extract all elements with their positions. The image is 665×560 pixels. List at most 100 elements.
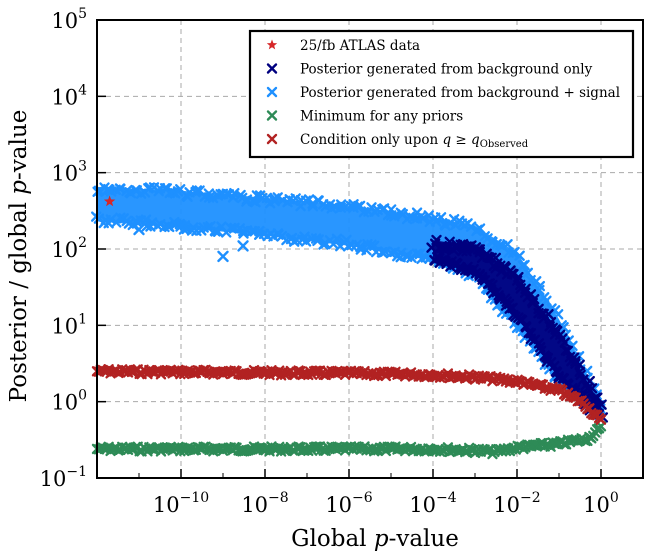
data-layer [90,182,609,460]
marker-background-only [559,337,570,348]
x-axis-label-text-1: Global [291,526,374,552]
y-tick-label: 102 [51,235,87,262]
y-tick-label: 103 [51,159,87,186]
marker-condition-q-observed [595,414,607,425]
y-tick-exponent: 4 [78,82,87,98]
legend-marker-x [266,110,278,121]
marker-background-only [513,271,524,283]
tick-labels: 10−10 10−8 10−6 10−4 10−2 10010−1100101102103… [40,6,619,517]
x-tick-exponent: 0 [610,490,619,506]
x-tick-base: 10 [241,493,268,517]
y-tick-label: 101 [51,311,87,338]
marker-background-plus-signal [354,200,366,212]
marker-background-only [529,293,540,305]
marker-background-only [586,383,598,394]
y-axis-label-text-2: -value [6,110,32,180]
marker-background-plus-signal [261,192,273,204]
x-tick-label: 10−6 [325,490,372,517]
x-axis-label-p: p [374,526,389,552]
legend-entry-part: q [471,132,480,148]
marker-background-plus-signal [191,185,203,196]
y-tick-exponent: 2 [78,235,87,251]
marker-background-plus-signal [202,222,214,233]
marker-background-plus-signal [514,250,525,261]
marker-background-only [516,314,528,326]
marker-background-plus-signal [207,192,219,204]
legend-entry-part: Observed [480,139,529,150]
y-tick-label: 104 [51,82,87,109]
marker-background-only [508,268,519,280]
marker-background-plus-signal [474,223,486,234]
x-tick-label: 10−2 [493,490,540,517]
outlier-background-plus-signal [237,240,249,252]
y-tick-base: 10 [51,238,78,262]
marker-background-plus-signal [519,259,530,271]
x-tick-base: 10 [493,493,520,517]
marker-background-only [596,399,607,410]
x-axis-label: Global p-value [291,526,459,552]
legend-entry-text: Posterior generated from background only [300,62,593,78]
x-tick-base: 10 [325,493,352,517]
ticks [96,19,644,479]
marker-background-plus-signal [435,212,447,223]
y-tick-base: 10 [51,391,78,415]
marker-background-plus-signal [511,322,523,334]
y-tick-base: 10 [40,467,67,491]
y-tick-base: 10 [51,9,78,33]
y-tick-base: 10 [51,162,78,186]
outlier-background-plus-signal [175,220,187,232]
x-tick-label: 10−4 [409,490,456,517]
marker-background-plus-signal [355,241,366,252]
x-tick-base: 10 [583,493,610,517]
x-tick-base: 10 [409,493,436,517]
y-axis-label-text-1: Posterior / global [6,195,32,403]
series-condition-q-observed [91,364,607,425]
marker-background-plus-signal [212,226,224,237]
legend-marker-x [266,63,278,74]
marker-background-only [543,309,554,320]
marker-background-plus-signal [534,284,545,296]
marker-background-plus-signal [417,213,429,224]
legend-marker-x [266,86,278,98]
y-axis-label: Posterior / global p-value [6,110,32,403]
marker-background-plus-signal [552,309,564,320]
legend: 25/fb ATLAS data Posterior generated from… [248,29,635,159]
y-tick-exponent: 5 [78,6,87,22]
x-tick-exponent: −8 [268,490,289,506]
series-atlas-data [103,195,116,207]
legend-entry-text: Posterior generated from background + si… [300,85,620,101]
marker-background-only [575,369,586,381]
legend-marker-star [266,39,278,50]
marker-background-plus-signal [300,236,312,247]
legend-entry-text: 25/fb ATLAS data [300,38,420,54]
series-minimum-any-priors [91,421,607,460]
marker-background-only [472,244,484,255]
y-tick-label: 105 [51,6,87,33]
x-tick-exponent: −4 [436,490,457,506]
x-tick-exponent: −10 [180,490,210,506]
marker-background-plus-signal [440,220,451,231]
outlier-background-plus-signal [217,250,229,263]
x-tick-exponent: −6 [352,490,373,506]
marker-background-plus-signal [251,190,263,201]
legend-entry-text: Condition only upon q ≥ qObserved [300,132,529,150]
y-tick-exponent: −1 [66,464,87,480]
marker-background-plus-signal [272,192,283,203]
marker-background-plus-signal [331,233,343,244]
legend-box [248,29,635,159]
y-tick-label: 100 [51,388,87,415]
marker-background-plus-signal [161,183,173,194]
y-tick-exponent: 1 [78,311,87,327]
x-axis-label-text-2: -value [389,526,459,552]
legend-marker-x [266,133,278,145]
legend-entry-part: ≥ [451,132,471,148]
legend-entry-part: q [442,132,451,148]
x-tick-label: 100 [583,490,619,517]
legend-entry-text: Minimum for any priors [300,109,463,125]
y-tick-base: 10 [51,85,78,109]
y-tick-exponent: 0 [78,388,87,404]
marker-atlas-data [103,195,116,207]
marker-background-plus-signal [389,211,400,222]
marker-background-plus-signal [146,217,158,228]
